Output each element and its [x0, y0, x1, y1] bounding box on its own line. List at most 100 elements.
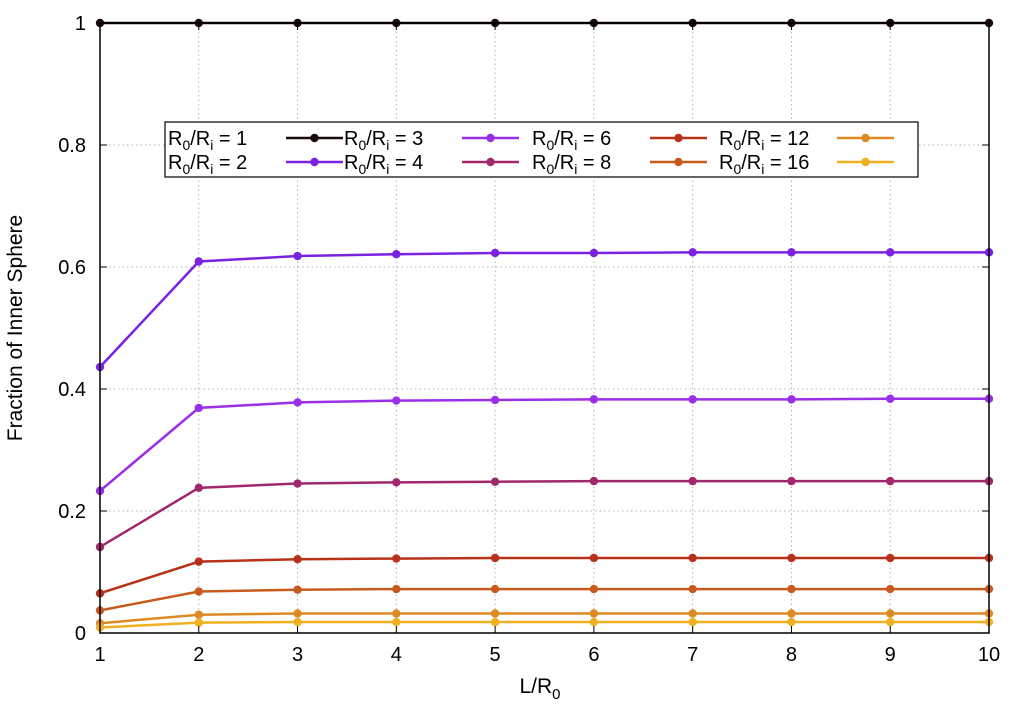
- legend-label: R0/Ri = 6: [532, 128, 611, 153]
- legend-swatch-point: [310, 157, 319, 167]
- x-tick-label: 8: [786, 644, 797, 666]
- legend-label-part: /R: [554, 152, 574, 174]
- series-6: [95, 584, 994, 615]
- series-line: [99, 612, 989, 625]
- data-point: [886, 248, 895, 257]
- data-point: [589, 248, 599, 258]
- legend-swatch-point: [486, 157, 495, 167]
- data-point: [787, 609, 796, 618]
- series-line: [99, 556, 989, 595]
- data-point: [490, 584, 500, 594]
- x-axis-label: L/R0: [519, 675, 560, 703]
- series-line: [99, 620, 989, 629]
- legend-label: R0/Ri = 4: [344, 152, 423, 177]
- data-point: [688, 476, 697, 486]
- data-point: [293, 585, 302, 594]
- y-tick-label: 0.2: [58, 501, 86, 523]
- data-point: [293, 479, 302, 488]
- data-point: [886, 394, 895, 403]
- x-tick-label: 6: [588, 644, 599, 666]
- legend-label-part: R: [344, 152, 358, 174]
- legend-label-part: = 3: [389, 128, 423, 150]
- data-point: [392, 396, 401, 405]
- data-point: [490, 609, 500, 618]
- legend-item: R0/Ri = 1: [168, 128, 343, 153]
- data-point: [688, 584, 697, 594]
- data-point: [392, 478, 401, 487]
- legend-label-part: = 4: [389, 152, 423, 174]
- legend-swatch-point: [674, 157, 683, 167]
- legend-label-sub: 0: [182, 161, 190, 177]
- legend-label-sub: i: [574, 137, 577, 153]
- legend-item: R0/Ri = 2: [168, 152, 343, 177]
- legend-label-sub: 0: [546, 161, 554, 177]
- legend-label-sub: i: [386, 137, 389, 153]
- series-layer: [95, 18, 994, 632]
- data-point: [194, 610, 203, 619]
- data-point: [490, 395, 500, 405]
- y-tick-label: 0.6: [58, 257, 86, 279]
- legend-label-sub: i: [210, 137, 213, 153]
- data-point: [490, 617, 500, 627]
- legend: R0/Ri = 1R0/Ri = 2R0/Ri = 3R0/Ri = 4R0/R…: [164, 121, 919, 178]
- axis-ticks: 1 2 3 4 5 6 7 8 9 10 0 0.2 0.4 0.6 0.8 1: [58, 13, 1000, 666]
- legend-swatch-point: [861, 133, 870, 143]
- series-2: [95, 248, 994, 372]
- legend-label-part: R: [168, 152, 182, 174]
- data-point: [787, 395, 796, 404]
- x-tick-label: 4: [391, 644, 402, 666]
- legend-label: R0/Ri = 3: [344, 128, 423, 153]
- legend-label-part: /R: [741, 128, 761, 150]
- data-point: [392, 584, 401, 594]
- legend-label-part: = 8: [577, 152, 611, 174]
- data-point: [490, 553, 500, 563]
- x-tick-label: 7: [687, 644, 698, 666]
- legend-label: R0/Ri = 12: [719, 128, 809, 153]
- data-point: [688, 609, 697, 618]
- data-point: [787, 476, 796, 486]
- data-point: [490, 248, 500, 258]
- data-point: [293, 251, 302, 261]
- legend-label-part: R: [719, 152, 733, 174]
- data-point: [293, 609, 302, 618]
- x-tick-label: 9: [885, 644, 896, 666]
- legend-label-part: R: [344, 128, 358, 150]
- legend-label-part: /R: [741, 152, 761, 174]
- legend-label-part: /R: [190, 128, 210, 150]
- data-point: [293, 398, 302, 407]
- legend-label-sub: i: [210, 161, 213, 177]
- legend-label-sub: i: [761, 137, 764, 153]
- legend-label-part: = 1: [213, 128, 247, 150]
- data-point: [194, 483, 203, 493]
- series-5: [95, 553, 994, 598]
- x-tick-label: 10: [978, 644, 1000, 666]
- data-point: [589, 584, 599, 594]
- legend-label-part: = 12: [764, 128, 809, 150]
- data-point: [194, 618, 203, 627]
- data-point: [688, 395, 697, 404]
- x-tick-label: 3: [292, 644, 303, 666]
- legend-label-part: = 6: [577, 128, 611, 150]
- grid-lines: [100, 23, 989, 633]
- data-point: [886, 553, 895, 563]
- legend-swatch-point: [310, 133, 319, 143]
- data-point: [589, 609, 599, 618]
- legend-swatch-point: [486, 133, 495, 143]
- legend-label-part: R: [532, 152, 546, 174]
- data-point: [490, 477, 500, 486]
- data-point: [194, 403, 203, 413]
- legend-swatch-point: [861, 157, 870, 167]
- y-axis-label: Fraction of Inner Sphere: [4, 215, 27, 441]
- data-point: [787, 617, 796, 627]
- data-point: [688, 248, 697, 257]
- data-point: [787, 248, 796, 257]
- data-point: [392, 554, 401, 563]
- legend-label-part: /R: [554, 128, 574, 150]
- legend-label-part: R: [168, 128, 182, 150]
- data-point: [589, 476, 599, 486]
- x-tick-label: 5: [490, 644, 501, 666]
- x-tick-label: 1: [94, 644, 105, 666]
- data-point: [787, 553, 796, 563]
- legend-label-sub: 0: [358, 161, 366, 177]
